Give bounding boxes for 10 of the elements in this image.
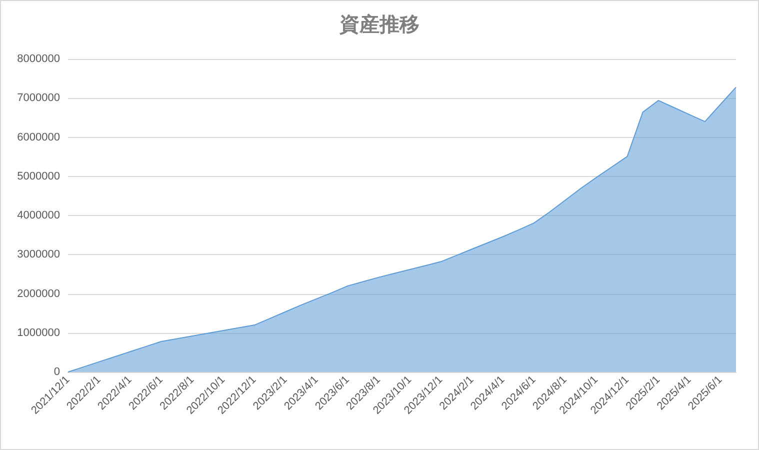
chart-title: 資産推移 [338,12,420,36]
y-tick-label: 4000000 [17,210,60,222]
y-tick-label: 6000000 [17,131,60,144]
y-tick-label: 2000000 [17,288,60,300]
y-tick-label: 8000000 [17,53,60,65]
y-tick-label: 7000000 [17,92,60,104]
y-tick-label: 0 [54,366,60,378]
y-tick-label: 3000000 [17,248,60,261]
y-tick-label: 5000000 [17,170,60,182]
y-tick-label: 1000000 [17,326,60,339]
